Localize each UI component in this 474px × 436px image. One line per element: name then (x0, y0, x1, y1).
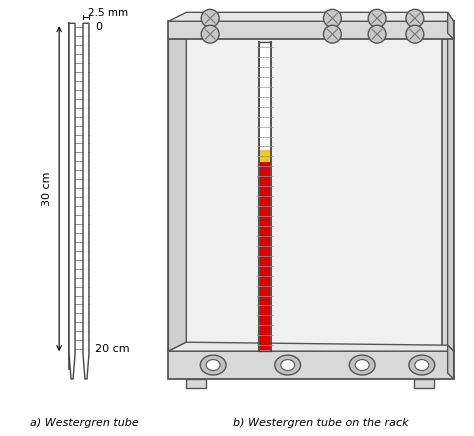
Ellipse shape (415, 360, 429, 371)
Circle shape (368, 9, 386, 27)
Ellipse shape (349, 355, 375, 375)
Polygon shape (447, 12, 454, 39)
Ellipse shape (275, 355, 301, 375)
Circle shape (406, 9, 424, 27)
Text: 0: 0 (95, 22, 102, 32)
Polygon shape (69, 23, 75, 379)
Ellipse shape (355, 360, 369, 371)
Polygon shape (83, 23, 89, 379)
Circle shape (201, 9, 219, 27)
Bar (260, 150, 270, 162)
Bar (414, 379, 434, 388)
Polygon shape (168, 342, 454, 351)
Ellipse shape (200, 355, 226, 375)
Polygon shape (168, 30, 186, 351)
Bar (442, 39, 454, 351)
Polygon shape (447, 33, 454, 351)
Text: 20 cm: 20 cm (95, 344, 129, 354)
Text: a) Westergren tube: a) Westergren tube (29, 418, 138, 428)
Bar (260, 42, 270, 150)
Bar (168, 39, 181, 351)
Polygon shape (168, 21, 454, 39)
Circle shape (368, 25, 386, 43)
Text: b) Westergren tube on the rack: b) Westergren tube on the rack (233, 418, 409, 428)
Ellipse shape (206, 360, 220, 371)
Circle shape (323, 9, 341, 27)
Bar (186, 379, 206, 388)
Bar (260, 162, 270, 350)
Text: 2.5 mm: 2.5 mm (88, 8, 128, 18)
Text: 30 cm: 30 cm (42, 171, 52, 206)
Ellipse shape (281, 360, 295, 371)
Polygon shape (447, 345, 454, 379)
Circle shape (201, 25, 219, 43)
Bar (168, 351, 454, 379)
Ellipse shape (409, 355, 435, 375)
Circle shape (406, 25, 424, 43)
Circle shape (323, 25, 341, 43)
Polygon shape (168, 12, 454, 21)
Bar (181, 39, 442, 351)
